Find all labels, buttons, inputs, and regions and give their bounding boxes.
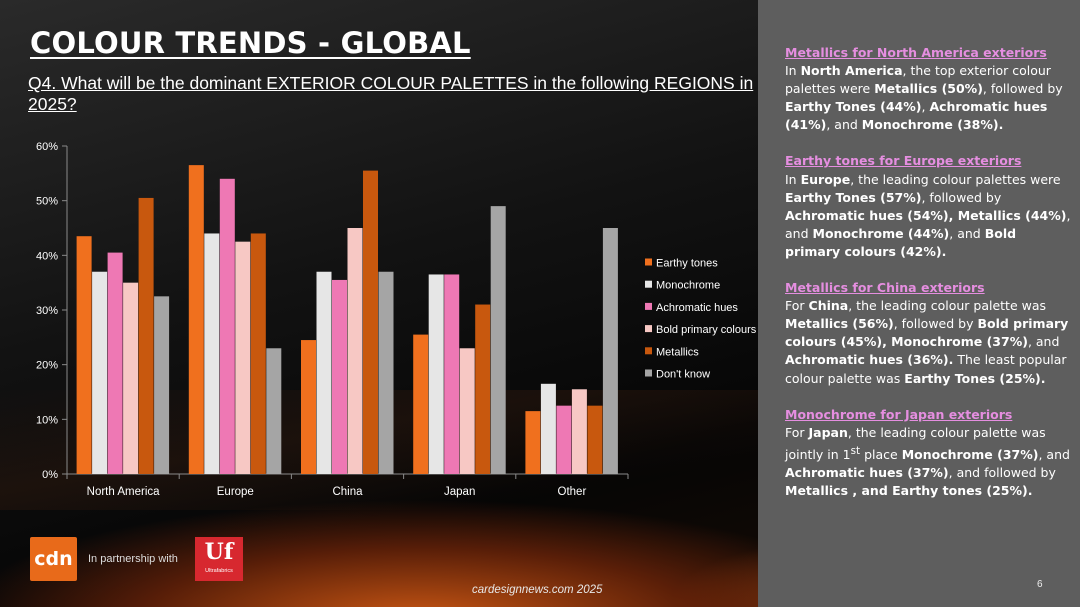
legend-label: Bold primary colours	[656, 324, 757, 336]
y-tick-label: 60%	[36, 141, 58, 153]
bar	[92, 271, 108, 474]
insight-heading: Monochrome for Japan exteriors	[785, 406, 1013, 422]
bar	[76, 236, 92, 474]
site-credit: cardesignnews.com 2025	[472, 584, 603, 596]
bar	[540, 383, 556, 474]
legend-swatch	[645, 347, 652, 355]
uf-logo-name: Ultrafabrics	[205, 568, 233, 574]
legend-swatch	[645, 325, 652, 333]
legend-label: Metallics	[656, 346, 699, 358]
bar	[444, 274, 460, 474]
right-panel	[758, 0, 1080, 607]
y-tick-label: 20%	[36, 360, 58, 372]
x-tick-label: North America	[87, 486, 160, 498]
bar	[332, 279, 347, 474]
bar	[363, 170, 378, 474]
bar	[138, 197, 154, 474]
bar	[525, 411, 541, 474]
bar	[123, 282, 139, 474]
bar	[219, 178, 235, 475]
bar	[347, 228, 363, 474]
bar	[154, 296, 170, 474]
survey-question: Q4. What will be the dominant EXTERIOR C…	[28, 73, 754, 114]
bar	[250, 233, 266, 474]
legend-swatch	[645, 280, 652, 288]
partnership-text: In partnership with	[88, 553, 178, 565]
bar	[235, 241, 251, 474]
ultrafabrics-logo: Uf Ultrafabrics	[195, 537, 243, 581]
insights-panel: Metallics for North America exteriors In …	[785, 44, 1075, 518]
insight-body: In Europe, the leading colour palettes w…	[785, 171, 1071, 259]
legend-swatch	[645, 302, 652, 310]
chart-legend: Earthy tones Monochrome Achromatic hues Bol…	[645, 258, 757, 381]
y-tick-label: 10%	[36, 414, 58, 426]
legend-swatch	[645, 258, 652, 266]
bar	[378, 271, 394, 474]
bar	[428, 274, 444, 474]
x-tick-label: Europe	[217, 486, 254, 498]
legend-swatch	[645, 369, 652, 377]
x-tick-label: Other	[558, 486, 587, 498]
insight-body: In North America, the top exterior colou…	[785, 63, 1063, 133]
chart-bars	[76, 165, 618, 475]
bar	[602, 228, 618, 474]
bar	[188, 165, 204, 474]
legend-label: Achromatic hues	[656, 302, 738, 314]
bar	[301, 340, 316, 474]
bar	[266, 348, 282, 474]
bar	[490, 206, 506, 474]
bar	[459, 348, 475, 474]
bar	[587, 405, 603, 474]
page-title: COLOUR TRENDS - GLOBAL	[30, 26, 471, 60]
bar	[107, 252, 123, 474]
uf-logo-mark: Uf	[204, 539, 234, 565]
bar	[316, 271, 332, 474]
legend-label: Earthy tones	[656, 258, 718, 270]
insight-section: Metallics for China exteriors For China, …	[785, 279, 1075, 388]
insight-heading: Metallics for China exteriors	[785, 280, 985, 296]
insight-section: Metallics for North America exteriors In …	[785, 44, 1075, 134]
insight-heading: Metallics for North America exteriors	[785, 45, 1047, 60]
insight-body: For Japan, the leading colour palette wa…	[785, 424, 1070, 499]
bar	[475, 304, 491, 474]
x-tick-label: China	[332, 486, 363, 498]
page-number: 6	[1037, 579, 1043, 590]
bar	[204, 233, 220, 474]
x-tick-label: Japan	[444, 486, 475, 498]
bar	[413, 334, 429, 474]
y-tick-label: 50%	[36, 196, 58, 208]
insight-section: Earthy tones for Europe exteriors In Euro…	[785, 152, 1075, 261]
y-tick-label: 30%	[36, 305, 58, 317]
bar	[571, 389, 587, 474]
insight-heading: Earthy tones for Europe exteriors	[785, 153, 1022, 169]
insight-body: For China, the leading colour palette wa…	[785, 298, 1069, 386]
legend-label: Monochrome	[656, 280, 720, 292]
cdn-logo: cdn	[30, 537, 77, 581]
bar	[556, 405, 572, 474]
insight-section: Monochrome for Japan exteriors For Japan,…	[785, 406, 1075, 501]
y-tick-label: 0%	[42, 469, 58, 481]
legend-label: Don't know	[656, 369, 710, 381]
y-tick-label: 40%	[36, 250, 58, 262]
